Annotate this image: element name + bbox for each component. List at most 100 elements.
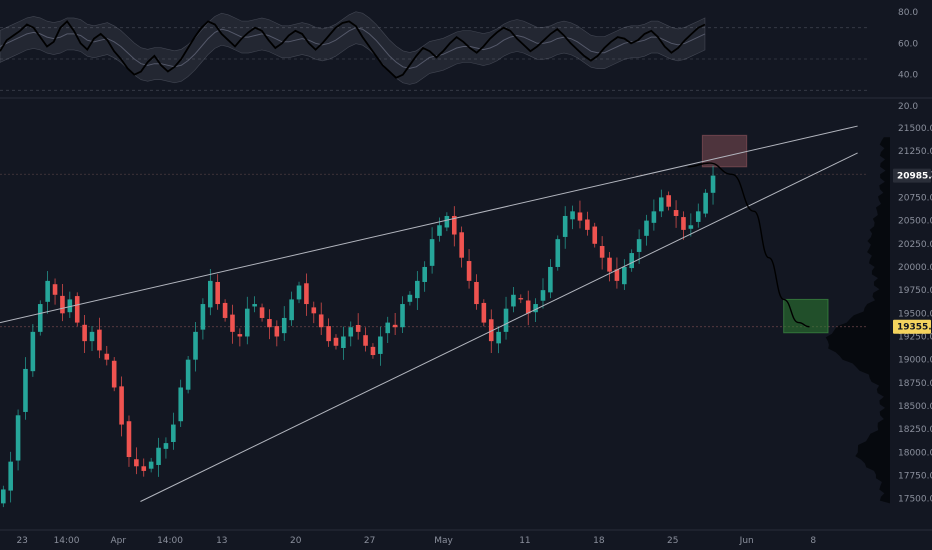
price-tick-label: 19000.0	[898, 356, 932, 366]
x-tick-label: 25	[667, 536, 678, 546]
candle-body	[503, 308, 509, 332]
price-tick-label: 19500.0	[898, 309, 932, 319]
oscillator-level-lines	[0, 27, 867, 91]
candle-body	[52, 284, 58, 295]
candle-body	[23, 368, 28, 412]
candle-body	[710, 175, 716, 193]
candle-body	[318, 314, 324, 328]
candle-body	[208, 280, 213, 308]
candle-body	[363, 335, 368, 346]
candle-body	[614, 269, 620, 281]
candle-body	[651, 211, 657, 223]
candle-body	[681, 217, 686, 230]
candle-body	[274, 326, 280, 337]
candle-body	[474, 281, 479, 305]
candle-body	[555, 239, 561, 267]
oscillator-band	[0, 11, 706, 85]
candle-body	[466, 261, 472, 281]
candle-body	[200, 304, 206, 330]
candle-body	[703, 192, 708, 214]
candle-body	[644, 220, 649, 236]
price-y-axis[interactable]: 21500.021250.021000.020750.020500.020250…	[898, 124, 932, 505]
candle-body	[348, 327, 354, 337]
candle-body	[252, 304, 257, 307]
candle-body	[585, 219, 590, 230]
candle-body	[171, 424, 176, 442]
candle-body	[326, 326, 331, 342]
x-tick-label: 27	[364, 536, 375, 546]
oscillator-tick-label: 60.0	[898, 39, 918, 49]
candle-body	[333, 337, 339, 346]
candle-body	[193, 331, 198, 360]
price-tick-label: 19750.0	[898, 286, 932, 296]
price-level-lines	[0, 173, 867, 328]
candle-body	[119, 386, 124, 425]
candle-body	[459, 232, 464, 258]
candle-body	[74, 296, 80, 323]
oscillator-signal-line	[0, 27, 706, 69]
trade-zones	[701, 134, 829, 334]
candle-body	[45, 280, 50, 302]
volume-profile	[825, 137, 890, 504]
x-tick-label: 14:00	[157, 536, 183, 546]
candle-body	[244, 308, 250, 337]
candle-body	[230, 314, 235, 332]
candle-body	[82, 324, 87, 342]
candle-body	[496, 331, 501, 344]
candle-body	[311, 307, 317, 314]
candle-body	[518, 298, 524, 300]
candle-body	[355, 324, 361, 332]
price-tick-label: 20250.0	[898, 240, 932, 250]
x-tick-label: Jun	[739, 536, 754, 546]
price-tick-label: 17750.0	[898, 472, 932, 482]
candle-body	[451, 215, 457, 235]
price-tick-label: 18500.0	[898, 402, 932, 412]
candle-body	[67, 299, 73, 313]
oscillator-panel: 80.0 60.0 40.0 20.0	[0, 8, 918, 112]
candle-body	[104, 353, 110, 360]
candle-body	[111, 360, 117, 388]
candlestick-series	[1, 165, 716, 508]
candle-body	[178, 387, 184, 422]
last-price-badge-bg	[893, 168, 931, 183]
price-tick-label: 18250.0	[898, 425, 932, 435]
candle-body	[488, 319, 494, 342]
target-price-badge-label: 19355.2	[897, 323, 932, 333]
candle-body	[134, 459, 139, 467]
x-tick-label: May	[434, 536, 453, 546]
candle-body	[629, 253, 635, 269]
x-tick-label: 23	[16, 536, 27, 546]
candle-body	[156, 447, 161, 465]
oscillator-tick-label: 40.0	[898, 71, 918, 81]
candle-body	[148, 461, 154, 469]
candle-body	[281, 317, 287, 334]
x-tick-label: 13	[216, 536, 227, 546]
target-price-badge-bg	[893, 319, 931, 334]
candle-body	[37, 304, 43, 332]
oscillator-main-line	[0, 20, 706, 79]
candle-body	[577, 212, 583, 221]
trendlines[interactable]	[0, 125, 858, 502]
time-x-axis[interactable]: 23 14:00 Apr 14:00 13 20 27 May 11 18 25 Jun 8	[0, 529, 932, 546]
candle-body	[400, 304, 405, 328]
support-trendline	[140, 152, 858, 502]
candle-body	[636, 239, 642, 252]
candle-body	[185, 359, 191, 390]
sell-zone-box	[701, 134, 748, 168]
buy-zone-box	[783, 298, 829, 334]
candle-body	[592, 226, 598, 244]
candle-body	[658, 197, 664, 212]
candle-body	[540, 290, 546, 301]
candle-body	[695, 211, 701, 222]
candle-body	[437, 225, 442, 236]
candle-body	[259, 307, 265, 318]
candle-body	[1, 489, 6, 504]
candle-body	[215, 281, 220, 305]
candle-body	[392, 324, 398, 328]
candle-body	[599, 246, 605, 258]
projection-curve[interactable]	[687, 162, 810, 328]
candle-body	[267, 319, 272, 328]
candle-body	[370, 346, 376, 356]
